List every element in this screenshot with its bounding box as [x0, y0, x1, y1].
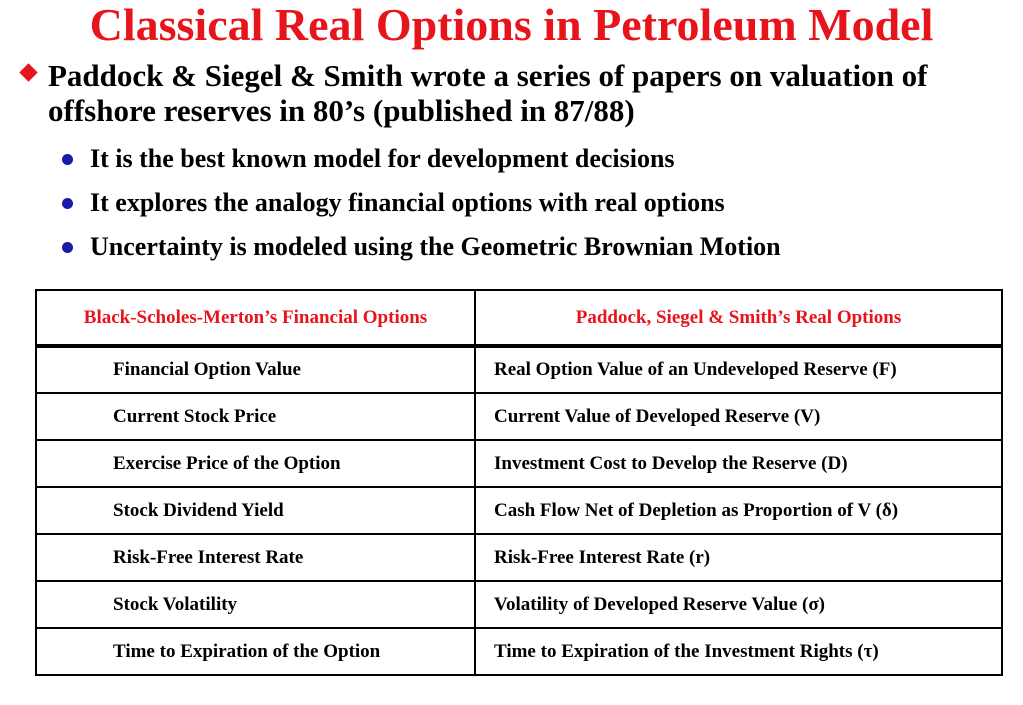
- financial-cell: Time to Expiration of the Option: [35, 627, 476, 676]
- sub-bullet-text: Uncertainty is modeled using the Geometr…: [90, 232, 781, 261]
- sub-bullet: It explores the analogy financial option…: [62, 188, 1012, 232]
- main-bullet: Paddock & Siegel & Smith wrote a series …: [19, 58, 1012, 128]
- financial-cell: Financial Option Value: [35, 345, 476, 394]
- sub-bullet: Uncertainty is modeled using the Geometr…: [62, 232, 1012, 276]
- real-cell: Investment Cost to Develop the Reserve (…: [474, 439, 1003, 488]
- financial-cell: Stock Dividend Yield: [35, 486, 476, 535]
- table-row: Financial Option Value Real Option Value…: [35, 345, 1003, 394]
- real-cell: Current Value of Developed Reserve (V): [474, 392, 1003, 441]
- header-financial-options: Black-Scholes-Merton’s Financial Options: [35, 289, 476, 347]
- real-cell: Volatility of Developed Reserve Value (σ…: [474, 580, 1003, 629]
- header-real-options: Paddock, Siegel & Smith’s Real Options: [474, 289, 1003, 347]
- real-cell: Real Option Value of an Undeveloped Rese…: [474, 345, 1003, 394]
- table-row: Risk-Free Interest Rate Risk-Free Intere…: [35, 533, 1003, 582]
- dot-bullet-icon: [62, 242, 73, 253]
- table-header-row: Black-Scholes-Merton’s Financial Options…: [35, 289, 1003, 347]
- dot-bullet-icon: [62, 198, 73, 209]
- table-row: Stock Dividend Yield Cash Flow Net of De…: [35, 486, 1003, 535]
- table-row: Stock Volatility Volatility of Developed…: [35, 580, 1003, 629]
- financial-cell: Risk-Free Interest Rate: [35, 533, 476, 582]
- financial-cell: Exercise Price of the Option: [35, 439, 476, 488]
- table-row: Current Stock Price Current Value of Dev…: [35, 392, 1003, 441]
- financial-cell: Current Stock Price: [35, 392, 476, 441]
- sub-bullet-list: It is the best known model for developme…: [62, 144, 1012, 276]
- slide-title: Classical Real Options in Petroleum Mode…: [89, 0, 934, 50]
- sub-bullet-text: It is the best known model for developme…: [90, 144, 675, 173]
- real-cell: Risk-Free Interest Rate (r): [474, 533, 1003, 582]
- real-cell: Time to Expiration of the Investment Rig…: [474, 627, 1003, 676]
- financial-cell: Stock Volatility: [35, 580, 476, 629]
- main-bullet-text: Paddock & Siegel & Smith wrote a series …: [48, 58, 928, 128]
- table-row: Exercise Price of the Option Investment …: [35, 439, 1003, 488]
- real-cell: Cash Flow Net of Depletion as Proportion…: [474, 486, 1003, 535]
- options-analogy-table: Black-Scholes-Merton’s Financial Options…: [35, 289, 1003, 676]
- table-row: Time to Expiration of the Option Time to…: [35, 627, 1003, 676]
- diamond-bullet-icon: [19, 63, 38, 82]
- sub-bullet: It is the best known model for developme…: [62, 144, 1012, 188]
- sub-bullet-text: It explores the analogy financial option…: [90, 188, 725, 217]
- dot-bullet-icon: [62, 154, 73, 165]
